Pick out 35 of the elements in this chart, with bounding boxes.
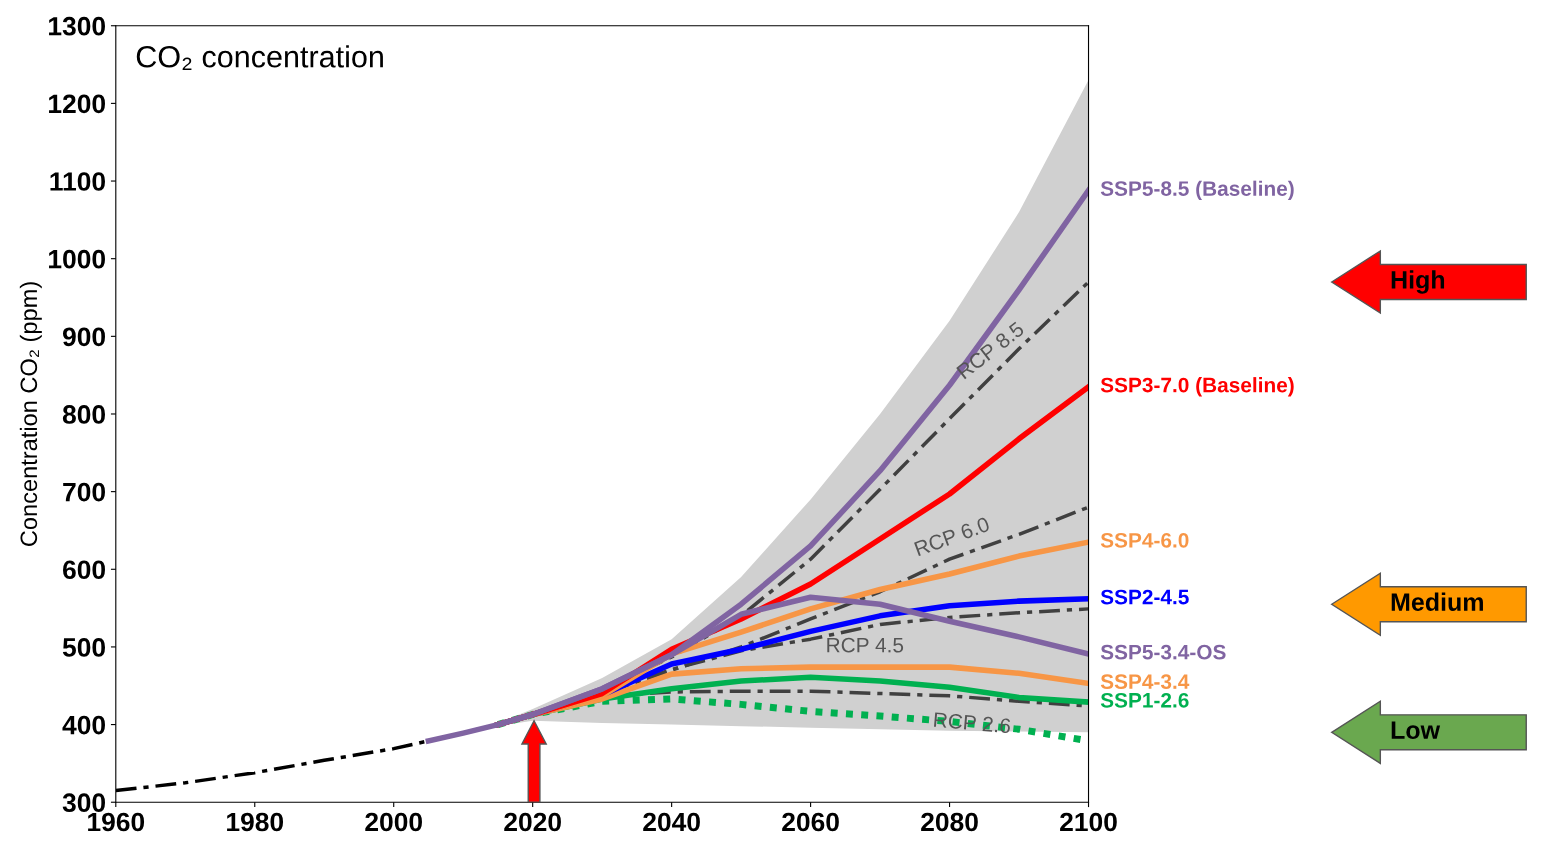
y-tick-label: 500	[62, 638, 105, 657]
y-axis-title: Concentration CO₂ (ppm)	[19, 282, 42, 546]
y-tick-label: 800	[62, 405, 105, 424]
series-label: SSP5-8.5 (Baseline)	[1100, 180, 1294, 201]
series-label: SSP4-3.4	[1100, 674, 1190, 690]
x-tick-label: 1980	[227, 812, 284, 832]
x-tick-label: 2040	[643, 812, 700, 832]
y-tick-label: 1300	[49, 16, 105, 36]
x-tick-label: 2100	[1060, 812, 1117, 832]
series-label: SSP4-6.0	[1100, 532, 1189, 548]
annotation: RCP 8.5	[956, 321, 1025, 380]
annotation: RCP 4.5	[827, 637, 904, 653]
series-label: SSP2-4.5	[1100, 589, 1189, 605]
annotation: RCP 6.0	[913, 516, 991, 557]
y-tick-label: 600	[63, 560, 105, 580]
text: Medium	[1391, 592, 1483, 611]
text: Low	[1391, 721, 1441, 740]
text: High	[1391, 270, 1445, 294]
text: CO₂ concentration	[136, 45, 383, 70]
y-tick-label: 900	[62, 327, 105, 347]
y-tick-label: 1000	[49, 249, 105, 269]
series-label: SSP5-3.4-OS	[1100, 644, 1226, 660]
y-tick-label: 700	[63, 482, 105, 502]
y-tick-label: 300	[62, 793, 105, 813]
x-tick-label: 2020	[504, 812, 561, 832]
x-tick-label: 2080	[921, 812, 978, 832]
y-tick-label: 1100	[50, 172, 105, 191]
x-tick-label: 1960	[88, 812, 145, 832]
x-tick-label: 2000	[365, 812, 422, 832]
series-label: SSP1-2.6	[1100, 692, 1189, 708]
x-tick-label: 2060	[782, 812, 839, 832]
annotation: RCP 2.6	[933, 712, 1011, 734]
y-tick-label: 400	[62, 715, 105, 735]
y-tick-label: 1200	[49, 94, 105, 114]
series-label: SSP3-7.0 (Baseline)	[1100, 377, 1294, 397]
